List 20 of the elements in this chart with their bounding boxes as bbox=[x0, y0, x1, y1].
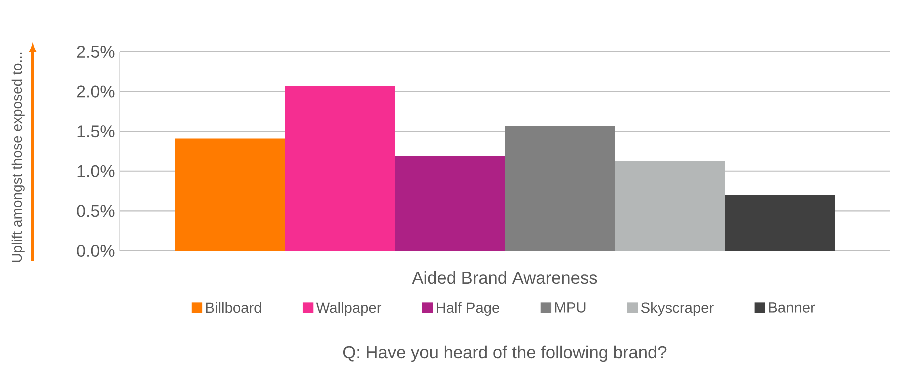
y-tick-label: 2.5% bbox=[77, 46, 115, 58]
legend-label: Half Page bbox=[437, 302, 500, 316]
y-tick-label: 1.0% bbox=[78, 165, 115, 178]
y-tick-label: 2.0% bbox=[77, 86, 115, 98]
bar bbox=[395, 156, 506, 251]
legend-label: Wallpaper bbox=[316, 302, 382, 316]
bar bbox=[505, 126, 616, 251]
y-axis-title: Uplift amongst those exposed to... bbox=[12, 52, 25, 262]
legend-label: Skyscraper bbox=[641, 302, 714, 316]
text: Q: Have you heard of the following brand? bbox=[343, 346, 667, 362]
y-tick-label: 1.5% bbox=[78, 126, 115, 138]
bar bbox=[285, 86, 396, 251]
y-tick-label: 0.0% bbox=[77, 244, 115, 258]
legend-label: MPU bbox=[555, 302, 586, 313]
x-tick-label: Aided Brand Awareness bbox=[412, 271, 598, 284]
y-tick-label: 0.5% bbox=[77, 205, 115, 218]
legend-label: Banner bbox=[769, 302, 816, 313]
bar bbox=[175, 138, 286, 251]
bar bbox=[725, 195, 836, 251]
legend-label: Billboard bbox=[206, 302, 262, 314]
